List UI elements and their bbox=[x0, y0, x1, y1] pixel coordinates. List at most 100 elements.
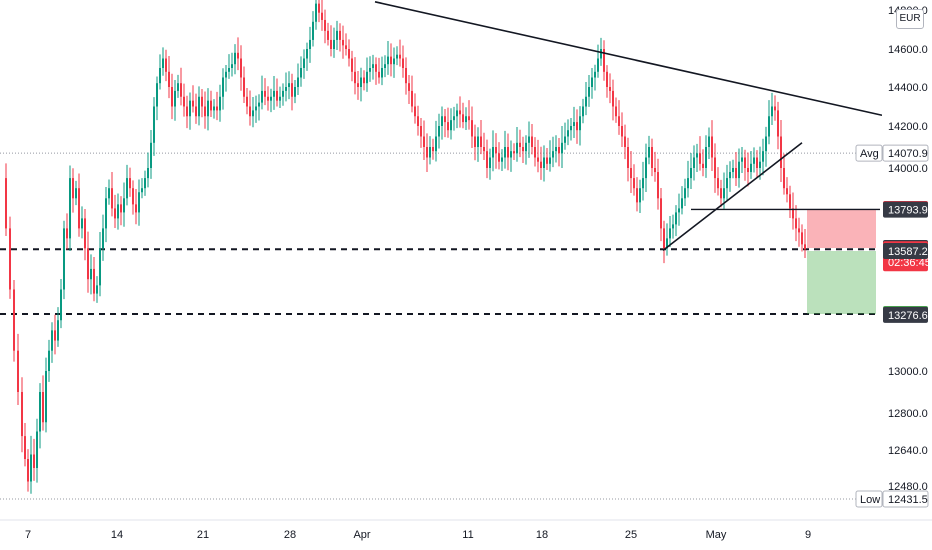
candle-211 bbox=[639, 188, 641, 203]
candle-32 bbox=[102, 228, 104, 249]
price-label-box bbox=[882, 490, 929, 508]
candle-57 bbox=[177, 83, 179, 91]
price-tag-box bbox=[855, 144, 883, 162]
candle-136 bbox=[414, 106, 416, 117]
price-label-value: 13587.2 bbox=[888, 246, 928, 258]
candle-17 bbox=[57, 320, 59, 341]
candle-196 bbox=[594, 71, 596, 78]
candle-64 bbox=[198, 96, 200, 117]
candle-86 bbox=[264, 90, 266, 97]
candle-241 bbox=[729, 172, 731, 179]
candle-90 bbox=[276, 90, 278, 101]
time-tick: 28 bbox=[284, 529, 296, 541]
candle-93 bbox=[285, 87, 287, 91]
candle-159 bbox=[483, 147, 485, 152]
price-label-8: 12431.5 Low bbox=[855, 490, 929, 508]
candle-158 bbox=[480, 136, 482, 147]
candle-238 bbox=[720, 188, 722, 199]
time-tick: 7 bbox=[25, 529, 31, 541]
candle-96 bbox=[294, 87, 296, 97]
candle-201 bbox=[609, 87, 611, 91]
price-tick: 14200.0 bbox=[888, 121, 928, 133]
time-tick: 11 bbox=[462, 529, 473, 541]
candle-80 bbox=[246, 96, 248, 107]
candle-84 bbox=[258, 102, 260, 107]
candle-56 bbox=[174, 90, 176, 107]
candle-59 bbox=[183, 96, 185, 107]
candle-34 bbox=[108, 188, 110, 199]
candle-213 bbox=[645, 157, 647, 179]
candle-145 bbox=[441, 116, 443, 126]
price-tag-text: Low bbox=[860, 494, 880, 506]
candle-60 bbox=[186, 106, 188, 117]
candle-224 bbox=[678, 208, 680, 213]
candle-121 bbox=[369, 68, 371, 72]
candle-246 bbox=[744, 157, 746, 168]
candle-228 bbox=[690, 168, 692, 179]
candle-126 bbox=[384, 64, 386, 68]
candle-123 bbox=[375, 64, 377, 72]
candle-163 bbox=[495, 147, 497, 154]
candle-124 bbox=[378, 71, 380, 78]
candle-132 bbox=[402, 58, 404, 68]
price-label-box bbox=[883, 306, 928, 323]
candle-127 bbox=[387, 56, 389, 65]
candle-161 bbox=[489, 157, 491, 168]
currency-label[interactable]: EUR bbox=[896, 9, 924, 29]
candle-256 bbox=[774, 106, 776, 111]
price-tick: 13000.0 bbox=[888, 366, 928, 378]
candle-112 bbox=[342, 39, 344, 46]
candle-167 bbox=[507, 147, 509, 158]
candle-205 bbox=[621, 126, 623, 137]
candle-29 bbox=[93, 268, 95, 294]
candle-82 bbox=[252, 110, 254, 117]
candle-239 bbox=[723, 188, 725, 199]
candle-28 bbox=[90, 268, 92, 280]
candle-3 bbox=[13, 289, 15, 351]
price-tick: 14400.0 bbox=[888, 82, 928, 94]
price-tick: 12640.0 bbox=[888, 445, 928, 457]
candle-262 bbox=[792, 208, 794, 219]
candle-198 bbox=[600, 49, 602, 59]
candle-119 bbox=[363, 77, 365, 84]
candle-65 bbox=[201, 96, 203, 107]
candle-199 bbox=[603, 49, 605, 72]
price-tick: 14600.0 bbox=[888, 44, 928, 56]
candle-175 bbox=[531, 136, 533, 147]
candle-104 bbox=[318, 3, 320, 13]
candle-261 bbox=[789, 194, 791, 209]
candle-149 bbox=[453, 116, 455, 121]
candle-210 bbox=[636, 188, 638, 203]
candle-245 bbox=[741, 157, 743, 162]
candle-16 bbox=[54, 330, 56, 341]
candle-181 bbox=[549, 157, 551, 164]
candle-36 bbox=[114, 208, 116, 219]
price-tick: 12800.0 bbox=[888, 408, 928, 420]
candle-116 bbox=[354, 71, 356, 84]
candle-253 bbox=[765, 136, 767, 152]
candle-77 bbox=[237, 52, 239, 59]
candle-188 bbox=[570, 126, 572, 131]
candle-242 bbox=[732, 168, 734, 173]
candle-89 bbox=[273, 90, 275, 97]
candle-227 bbox=[687, 178, 689, 189]
candle-243 bbox=[735, 168, 737, 179]
candle-130 bbox=[396, 54, 398, 59]
candle-179 bbox=[543, 157, 545, 168]
candle-157 bbox=[477, 136, 479, 147]
candle-250 bbox=[756, 157, 758, 168]
candle-237 bbox=[717, 178, 719, 189]
candle-117 bbox=[357, 83, 359, 87]
candle-137 bbox=[417, 116, 419, 126]
candle-180 bbox=[546, 157, 548, 164]
candle-120 bbox=[366, 71, 368, 84]
candle-109 bbox=[333, 39, 335, 49]
candle-71 bbox=[219, 96, 221, 111]
candle-207 bbox=[627, 147, 629, 168]
countdown-label: 02:36:45 bbox=[888, 257, 931, 269]
candle-230 bbox=[696, 153, 698, 158]
candle-193 bbox=[585, 96, 587, 107]
candle-114 bbox=[348, 49, 350, 59]
candle-47 bbox=[147, 168, 149, 179]
